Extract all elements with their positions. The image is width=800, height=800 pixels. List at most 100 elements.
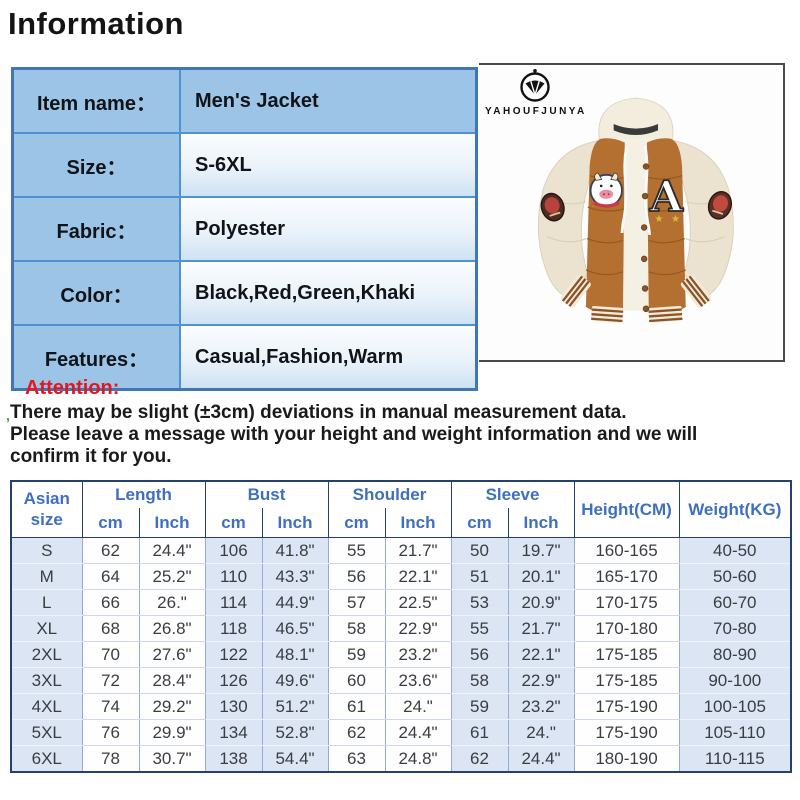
info-value-cell: Black,Red,Green,Khaki xyxy=(179,260,478,326)
size-label-cell: 2XL xyxy=(10,641,83,668)
size-value-cell: 20.9" xyxy=(507,589,575,616)
star-icon: ★ xyxy=(654,214,663,225)
size-value-cell: 80-90 xyxy=(678,641,792,668)
size-label-cell: 4XL xyxy=(10,693,83,720)
size-label-cell: L xyxy=(10,589,83,616)
size-value-cell: 56 xyxy=(450,641,509,668)
cm-subheader: cm xyxy=(204,508,263,538)
size-value-cell: 59 xyxy=(450,693,509,720)
size-value-cell: 61 xyxy=(450,719,509,746)
info-label-cell: Item name： xyxy=(11,67,181,134)
brand-name: YAHOUFJUNYA xyxy=(485,106,587,117)
inch-subheader: Inch xyxy=(384,508,452,538)
brand-logo: YAHOUFJUNYA xyxy=(485,69,585,117)
size-value-cell: 56 xyxy=(327,563,386,590)
size-value-cell: 24." xyxy=(507,719,575,746)
size-value-cell: 138 xyxy=(204,745,263,773)
size-value-cell: 53 xyxy=(450,589,509,616)
hood-drawstrings xyxy=(620,145,652,236)
size-value-cell: 20.1" xyxy=(507,563,575,590)
size-value-cell: 70-80 xyxy=(678,615,792,642)
size-value-cell: 59 xyxy=(327,641,386,668)
size-value-cell: 46.5" xyxy=(261,615,329,642)
size-row: 3XL 72 28.4" 126 49.6" 60 23.6" 58 22.9" 175-185 9… xyxy=(10,667,792,694)
info-row: Features： Casual,Fashion,Warm xyxy=(11,324,478,391)
info-value-cell: Men's Jacket xyxy=(179,67,478,134)
size-value-cell: 23.2" xyxy=(384,641,452,668)
size-value-cell: 170-175 xyxy=(573,589,680,616)
size-value-cell: 60 xyxy=(327,667,386,694)
size-value-cell: 58 xyxy=(450,667,509,694)
size-row: XL 68 26.8" 118 46.5" 58 22.9" 55 21.7" 170-180 70… xyxy=(10,615,792,642)
size-value-cell: 100-105 xyxy=(678,693,792,720)
size-value-cell: 24.8" xyxy=(384,745,452,773)
size-value-cell: 24.4" xyxy=(138,537,206,564)
size-value-cell: 49.6" xyxy=(261,667,329,694)
inch-subheader: Inch xyxy=(261,508,329,538)
info-row: Color： Black,Red,Green,Khaki xyxy=(11,260,478,326)
size-value-cell: 23.2" xyxy=(507,693,575,720)
info-row: Size： S-6XL xyxy=(11,132,478,198)
brand-logo-icon xyxy=(520,69,550,102)
size-chart-table: Asian size Length Bust Shoulder Sleeve H… xyxy=(10,480,793,773)
size-value-cell: 44.9" xyxy=(261,589,329,616)
size-value-cell: 175-190 xyxy=(573,719,680,746)
size-value-cell: 130 xyxy=(204,693,263,720)
page-title: Information xyxy=(8,6,184,41)
size-row: 4XL 74 29.2" 130 51.2" 61 24." 59 23.2" 175-190 10… xyxy=(10,693,792,720)
sleeve-patches xyxy=(540,190,733,222)
size-value-cell: 78 xyxy=(81,745,140,773)
size-value-cell: 22.1" xyxy=(507,641,575,668)
sleeve-group-header: Sleeve xyxy=(450,480,575,508)
length-group-header: Length xyxy=(81,480,206,508)
size-value-cell: 63 xyxy=(327,745,386,773)
size-value-cell: 41.8" xyxy=(261,537,329,564)
size-value-cell: 57 xyxy=(327,589,386,616)
size-value-cell: 126 xyxy=(204,667,263,694)
size-label-cell: M xyxy=(10,563,83,590)
size-value-cell: 24.4" xyxy=(384,719,452,746)
size-value-cell: 58 xyxy=(327,615,386,642)
jacket-hem-stripes xyxy=(591,305,683,323)
jacket-snaps xyxy=(640,163,650,313)
chest-letter-patch: A ★ ★ xyxy=(648,171,685,225)
jacket-image: A ★ ★ xyxy=(537,97,734,323)
jacket-sleeves xyxy=(537,140,734,301)
size-value-cell: 27.6" xyxy=(138,641,206,668)
size-value-cell: 68 xyxy=(81,615,140,642)
size-value-cell: 74 xyxy=(81,693,140,720)
size-value-cell: 165-170 xyxy=(573,563,680,590)
size-row: 2XL 70 27.6" 122 48.1" 59 23.2" 56 22.1" 175-185 8… xyxy=(10,641,792,668)
size-label-cell: 5XL xyxy=(10,719,83,746)
info-value-cell: Polyester xyxy=(179,196,478,262)
size-value-cell: 114 xyxy=(204,589,263,616)
attention-text: There may be slight (±3cm) deviations in… xyxy=(10,402,795,468)
size-value-cell: 28.4" xyxy=(138,667,206,694)
info-row: Item name： Men's Jacket xyxy=(11,67,478,134)
size-value-cell: 64 xyxy=(81,563,140,590)
size-value-cell: 22.5" xyxy=(384,589,452,616)
size-value-cell: 19.7" xyxy=(507,537,575,564)
size-value-cell: 61 xyxy=(327,693,386,720)
size-value-cell: 122 xyxy=(204,641,263,668)
size-value-cell: 40-50 xyxy=(678,537,792,564)
size-value-cell: 55 xyxy=(450,615,509,642)
info-label-cell: Size： xyxy=(11,132,181,198)
size-value-cell: 62 xyxy=(327,719,386,746)
size-value-cell: 72 xyxy=(81,667,140,694)
attention-heading: Attention: xyxy=(25,377,120,399)
size-value-cell: 21.7" xyxy=(384,537,452,564)
size-value-cell: 24." xyxy=(384,693,452,720)
shoulder-group-header: Shoulder xyxy=(327,480,452,508)
size-value-cell: 175-185 xyxy=(573,667,680,694)
size-value-cell: 25.2" xyxy=(138,563,206,590)
size-value-cell: 43.3" xyxy=(261,563,329,590)
size-value-cell: 110 xyxy=(204,563,263,590)
info-value-cell: S-6XL xyxy=(179,132,478,198)
cm-subheader: cm xyxy=(81,508,140,538)
size-label-cell: 3XL xyxy=(10,667,83,694)
size-label-cell: 6XL xyxy=(10,745,83,773)
cm-subheader: cm xyxy=(327,508,386,538)
star-icon: ★ xyxy=(671,214,680,225)
info-value-cell: Casual,Fashion,Warm xyxy=(179,324,478,391)
